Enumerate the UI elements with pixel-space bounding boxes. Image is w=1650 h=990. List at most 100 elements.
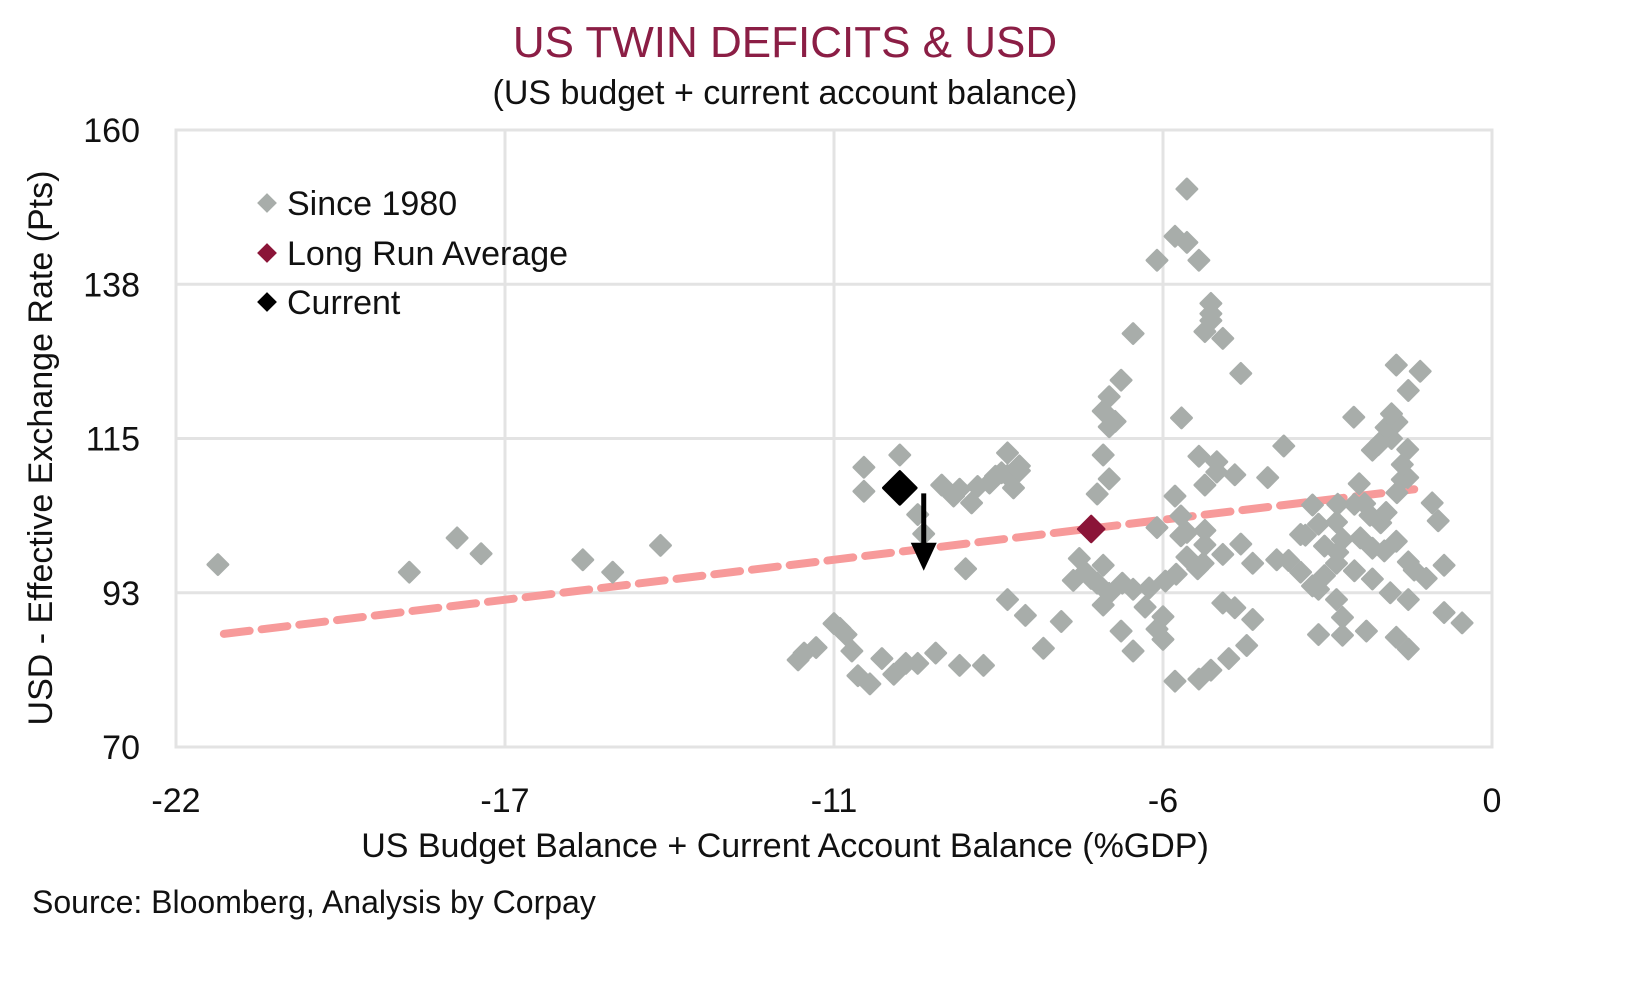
chart-title: US TWIN DEFICITS & USD — [512, 18, 1058, 67]
legend-marker-long-run-average — [257, 243, 277, 263]
data-point-since-1980 — [1014, 604, 1037, 627]
data-point-since-1980 — [1396, 379, 1420, 402]
data-point-since-1980 — [1347, 472, 1371, 496]
data-point-since-1980 — [1223, 596, 1247, 620]
legend-label-since-1980: Since 1980 — [287, 185, 457, 223]
data-point-since-1980 — [1097, 467, 1121, 491]
data-point-current — [882, 470, 918, 506]
data-point-since-1980 — [1205, 460, 1229, 484]
data-point-since-1980 — [972, 654, 995, 677]
data-point-since-1980 — [1193, 473, 1217, 497]
data-point-since-1980 — [1343, 559, 1366, 583]
data-point-since-1980 — [1289, 560, 1312, 584]
data-point-since-1980 — [1307, 512, 1330, 536]
data-point-since-1980 — [906, 652, 930, 675]
data-point-since-1980 — [1241, 551, 1265, 575]
data-point-since-1980 — [888, 443, 912, 467]
chart-subtitle: (US budget + current account balance) — [492, 74, 1078, 112]
legend-item-since-1980: Since 1980 — [257, 185, 457, 223]
data-point-since-1980 — [1374, 501, 1398, 524]
data-point-since-1980 — [954, 557, 977, 581]
data-point-since-1980 — [601, 560, 625, 584]
data-point-since-1980 — [1145, 516, 1169, 539]
data-point-since-1980 — [1229, 532, 1253, 556]
data-point-since-1980 — [1085, 482, 1109, 506]
legend-label-long-run-average: Long Run Average — [287, 235, 568, 273]
data-point-since-1980 — [1384, 625, 1408, 649]
data-point-since-1980 — [1091, 593, 1115, 617]
data-point-since-1980 — [1193, 533, 1217, 557]
data-point-since-1980 — [1384, 529, 1408, 553]
data-point-since-1980 — [1109, 619, 1133, 643]
data-point-since-1980 — [1049, 610, 1073, 633]
data-point-since-1980 — [1109, 368, 1133, 392]
data-point-since-1980 — [870, 647, 894, 670]
data-point-since-1980 — [1331, 623, 1354, 647]
data-point-since-1980 — [1008, 454, 1031, 478]
data-point-since-1980 — [924, 641, 948, 665]
data-point-since-1980 — [1414, 567, 1438, 590]
data-point-since-1980 — [996, 441, 1019, 465]
data-point-since-1980 — [840, 639, 864, 663]
data-point-since-1980 — [1175, 521, 1199, 544]
data-point-since-1980 — [1256, 466, 1280, 489]
data-point-since-1980 — [996, 588, 1019, 611]
data-point-since-1980 — [1307, 623, 1330, 646]
data-point-since-1980 — [852, 479, 876, 503]
data-point-since-1980 — [1301, 574, 1324, 598]
data-point-since-1980 — [1396, 637, 1420, 661]
y-tick-label: 70 — [102, 729, 140, 767]
data-point-since-1980 — [1384, 353, 1408, 377]
data-point-since-1980 — [1193, 519, 1217, 542]
data-point-since-1980 — [1235, 634, 1259, 657]
annotation-arrow-head — [910, 542, 937, 571]
y-tick-label: 160 — [83, 112, 140, 150]
data-point-since-1980 — [1331, 606, 1354, 629]
data-point-since-1980 — [1091, 553, 1115, 577]
data-point-since-1980 — [1277, 549, 1300, 572]
data-point-since-1980 — [1325, 588, 1348, 611]
data-point-since-1980 — [1326, 540, 1350, 564]
trendline-group — [219, 485, 1419, 638]
data-point-since-1980 — [469, 542, 493, 566]
data-point-since-1980 — [1145, 248, 1169, 272]
data-point-since-1980 — [1420, 491, 1444, 515]
data-point-since-1980 — [1187, 444, 1211, 468]
data-point-since-1980 — [1091, 443, 1115, 467]
data-point-since-1980 — [1223, 463, 1247, 487]
data-point-since-1980 — [852, 455, 876, 479]
data-point-since-1980 — [1163, 484, 1187, 508]
data-point-since-1980 — [1097, 385, 1121, 409]
data-point-since-1980 — [1426, 509, 1450, 533]
data-point-since-1980 — [1355, 619, 1378, 643]
data-point-since-1980 — [1164, 562, 1188, 586]
data-point-since-1980 — [397, 560, 421, 584]
data-point-since-1980 — [1408, 359, 1432, 383]
y-axis-label: USD - Effective Exchange Rate (Pts) — [22, 171, 60, 726]
x-tick-label: 0 — [1483, 782, 1502, 820]
data-point-since-1980 — [1380, 402, 1403, 426]
x-tick-label: -22 — [151, 782, 200, 820]
data-point-since-1980 — [1361, 567, 1384, 591]
data-point-since-1980 — [1342, 405, 1366, 429]
legend: Since 1980 Long Run Average Current — [257, 185, 568, 322]
legend-label-current: Current — [287, 284, 401, 322]
y-axis-ticks: 160 138 115 93 70 — [83, 112, 140, 767]
data-point-since-1980 — [1133, 595, 1157, 619]
data-point-since-1980 — [1121, 577, 1145, 601]
data-point-since-1980 — [1396, 438, 1420, 461]
y-tick-label: 93 — [102, 575, 140, 613]
data-point-since-1980 — [1326, 492, 1350, 516]
x-axis-label: US Budget Balance + Current Account Bala… — [361, 827, 1209, 865]
data-point-since-1980 — [1151, 628, 1175, 651]
data-point-since-1980 — [804, 636, 828, 659]
data-point-since-1980 — [1170, 406, 1193, 430]
annotation-group — [910, 493, 937, 571]
data-point-since-1980 — [1378, 581, 1402, 605]
data-point-since-1980 — [1121, 322, 1145, 345]
source-note: Source: Bloomberg, Analysis by Corpay — [32, 884, 596, 920]
data-point-since-1980 — [1241, 608, 1265, 631]
data-point-since-1980 — [1121, 639, 1145, 663]
data-point-since-1980 — [649, 534, 672, 557]
